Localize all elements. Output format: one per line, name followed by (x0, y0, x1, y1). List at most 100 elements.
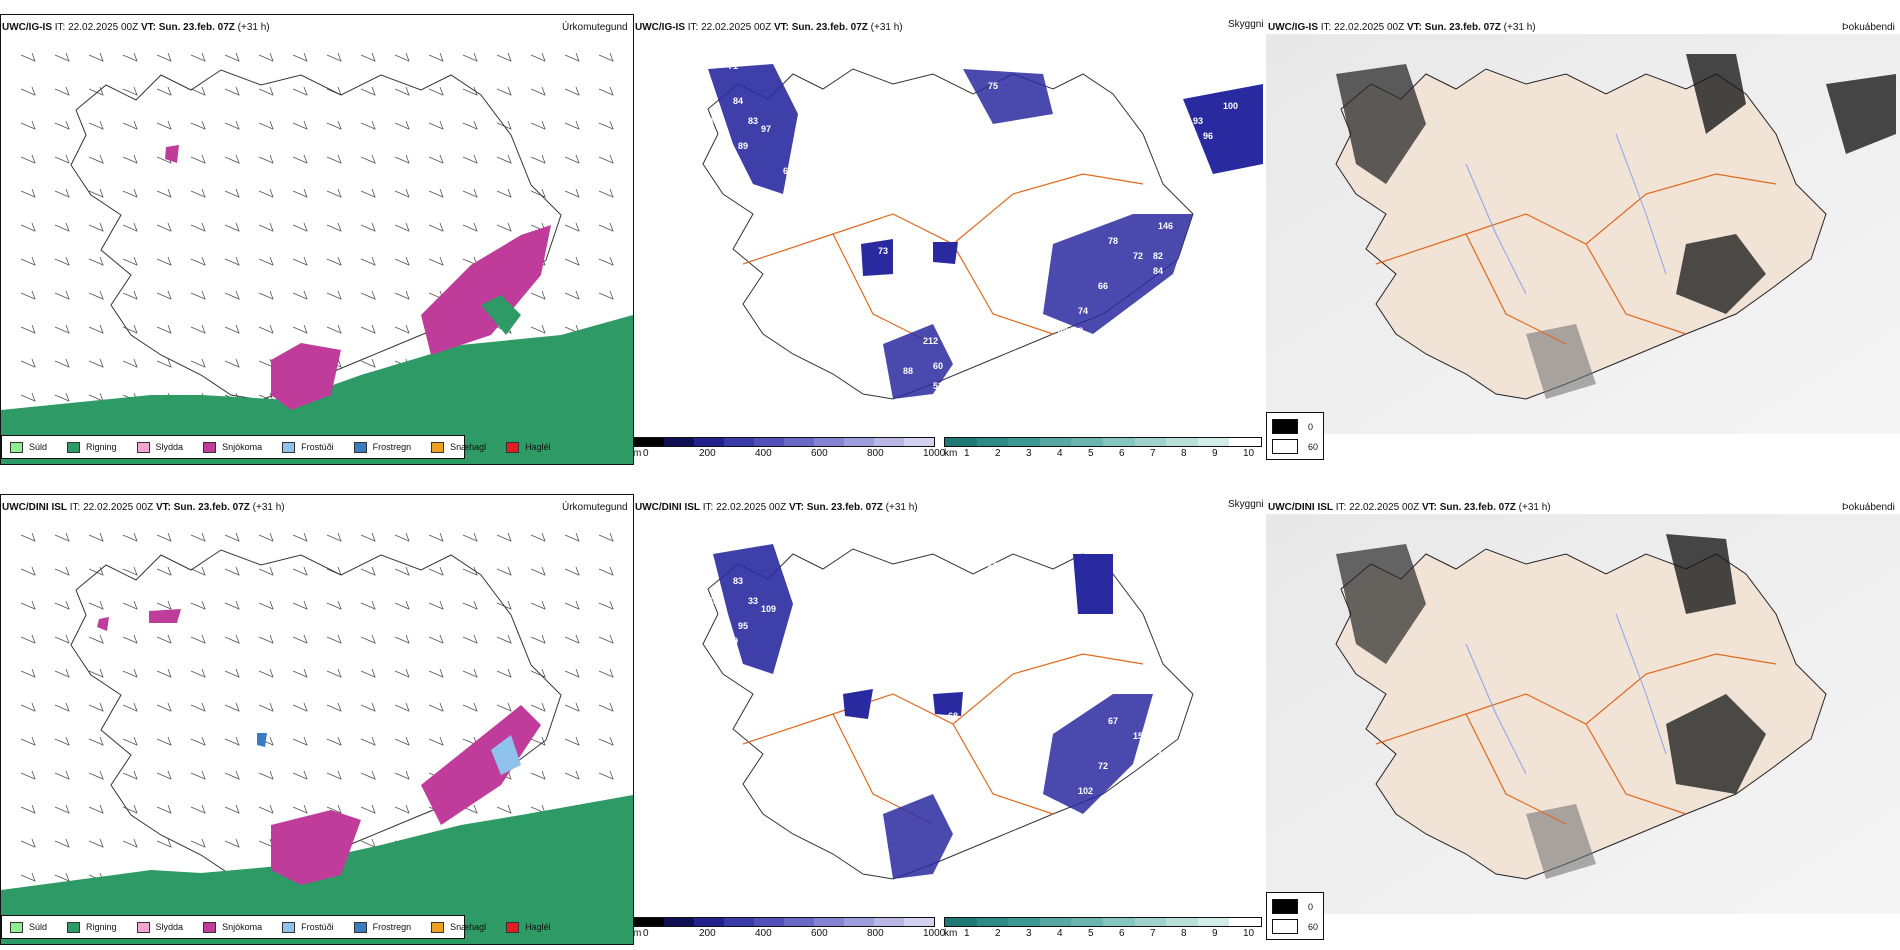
precip-legend-item: Frostregn (353, 441, 411, 453)
wind-barb (292, 256, 308, 266)
colorbar-tick-label: 200 (699, 448, 716, 459)
wind-barb (360, 120, 376, 130)
header-row1-p3: UWC/IG-IS IT: 22.02.2025 00Z VT: Sun. 23… (1268, 22, 1536, 33)
legend-swatch (506, 441, 520, 453)
wind-barb (394, 804, 410, 814)
wind-barb (530, 86, 546, 96)
wind-barb (530, 702, 546, 712)
iceland-land (1335, 548, 1827, 880)
colorbar-cell (1229, 918, 1261, 926)
legend-label: Slydda (155, 442, 184, 452)
visibility-value-label: 54 (673, 231, 683, 241)
wind-barb (462, 532, 478, 542)
wind-barb (190, 838, 206, 848)
visibility-value-label: 103 (1223, 581, 1238, 591)
legend-swatch (431, 921, 445, 933)
wind-barb (258, 52, 274, 62)
wind-barb (394, 324, 410, 334)
wind-barb (428, 634, 444, 644)
wind-barb (54, 290, 70, 300)
wind-barb (598, 256, 614, 266)
legend-label: Frostúði (301, 922, 334, 932)
wind-barb (394, 154, 410, 164)
wind-barb (190, 566, 206, 576)
colorbar-cell (784, 918, 814, 926)
height-unit: m (633, 928, 642, 939)
wind-barb (496, 120, 512, 130)
wind-barb (360, 154, 376, 164)
colorbar-cell (1197, 918, 1230, 926)
wind-barb (258, 702, 274, 712)
wind-barb (326, 634, 342, 644)
visibility-value-label: 94 (708, 116, 718, 126)
header-row2-p1: UWC/DINI ISL IT: 22.02.2025 00Z VT: Sun.… (2, 502, 285, 513)
wind-barb (190, 324, 206, 334)
visibility-value-label: 75 (988, 81, 998, 91)
visibility-value-label: 146 (963, 246, 978, 256)
wind-barb (292, 120, 308, 130)
fog-dark-ne (1666, 534, 1736, 614)
wind-barb (428, 256, 444, 266)
snow-area-east (421, 225, 551, 355)
wind-barb (462, 702, 478, 712)
legend-swatch (431, 441, 445, 453)
wind-barb (88, 668, 104, 678)
wind-barb (156, 52, 172, 62)
wind-barb (564, 668, 580, 678)
iceland-fog-map (1266, 514, 1900, 914)
wind-barb (54, 566, 70, 576)
wind-barb (326, 120, 342, 130)
wind-barb (394, 770, 410, 780)
wind-barb (326, 256, 342, 266)
wind-barb (54, 600, 70, 610)
wind-barb (326, 736, 342, 746)
wind-barb (326, 702, 342, 712)
vis-unit: km (944, 448, 958, 459)
wind-barb (394, 566, 410, 576)
precip-legend-item: Snjókoma (203, 441, 262, 453)
low-vis-center2 (933, 692, 963, 716)
visibility-value-label: 101 (1183, 156, 1198, 166)
colorbar-cell (754, 438, 784, 446)
wind-barb (428, 736, 444, 746)
visibility-value-label: 71 (728, 61, 738, 71)
visibility-map-row2: 77 83 33 109 95 109 71 59 63 85 50 102 68 60 68 103 10 39… (633, 494, 1265, 943)
wind-barb (326, 668, 342, 678)
wind-barb (326, 324, 342, 334)
height-colorbar-row1: m 0 200 400 600 800 1000 (633, 437, 945, 465)
legend-swatch (10, 441, 23, 453)
wind-barb (462, 52, 478, 62)
visibility-value-label: 85 (673, 711, 683, 721)
visibility-value-label: 83 (733, 576, 743, 586)
visibility-value-label: 97 (761, 124, 771, 134)
wind-barb (564, 256, 580, 266)
wind-barb (20, 222, 36, 232)
colorbar-cell (844, 918, 874, 926)
wind-barb (20, 770, 36, 780)
wind-barb (258, 838, 274, 848)
colorbar-tick-label: 9 (1212, 928, 1218, 939)
wind-barb (462, 222, 478, 232)
wind-barb (224, 532, 240, 542)
wind-barb (598, 188, 614, 198)
visibility-value-label: 96 (1203, 131, 1213, 141)
wind-barb (292, 634, 308, 644)
precip-legend-item: Slydda (136, 921, 183, 933)
snow-area-nw (97, 609, 181, 631)
colorbar-cell (814, 918, 844, 926)
wind-barb (258, 86, 274, 96)
wind-barb (54, 256, 70, 266)
wind-barb (122, 770, 138, 780)
wind-barb (122, 120, 138, 130)
wind-barb (530, 736, 546, 746)
colorbar-cell (1229, 438, 1261, 446)
low-vis-east (1043, 694, 1153, 814)
fog-legend-row2: 0 60 (1266, 892, 1324, 940)
legend-swatch (353, 441, 367, 453)
wind-barb (88, 188, 104, 198)
iceland-precip-map (1, 52, 633, 464)
wind-barb (326, 600, 342, 610)
wind-barb (598, 668, 614, 678)
fog-dark-east (1676, 234, 1766, 314)
